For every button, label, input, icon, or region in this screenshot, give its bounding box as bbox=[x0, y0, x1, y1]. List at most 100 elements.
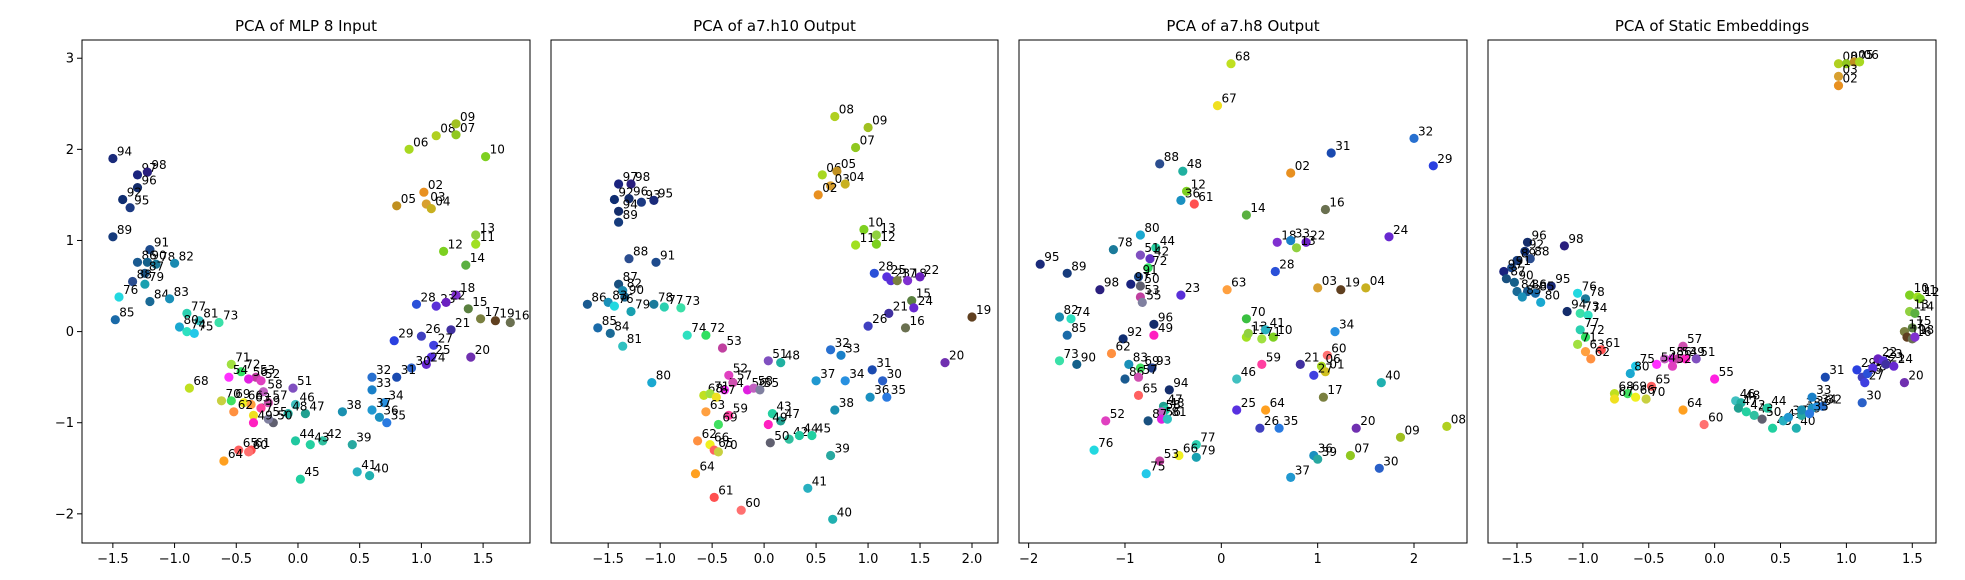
scatter-point bbox=[165, 294, 175, 304]
point-label: 83 bbox=[1133, 350, 1148, 364]
scatter-point bbox=[724, 410, 734, 420]
point-label: 98 bbox=[635, 170, 650, 184]
point-label: 66 bbox=[248, 389, 263, 403]
point-label: 74 bbox=[1592, 301, 1607, 315]
point-label: 10 bbox=[490, 143, 505, 157]
scatter-point bbox=[1580, 294, 1591, 304]
point-label: 87 bbox=[1510, 265, 1525, 279]
point-label: 40 bbox=[1385, 369, 1400, 383]
point-label: 88 bbox=[1534, 245, 1549, 259]
scatter-point bbox=[909, 303, 919, 313]
scatter-point bbox=[636, 197, 647, 207]
scatter-point bbox=[828, 514, 838, 524]
scatter-point bbox=[1143, 263, 1153, 273]
point-label: 62 bbox=[1595, 345, 1610, 359]
point-label: 80 bbox=[656, 369, 671, 383]
scatter-point bbox=[189, 328, 199, 338]
point-label: 23 bbox=[1887, 347, 1902, 361]
scatter-point bbox=[1361, 283, 1371, 293]
point-label: 63 bbox=[710, 398, 725, 412]
scatter-point bbox=[110, 315, 120, 325]
scatter-point bbox=[1573, 288, 1583, 298]
point-label: 33 bbox=[845, 341, 860, 355]
scatter-point bbox=[884, 308, 894, 318]
point-label: 94 bbox=[117, 145, 132, 159]
point-label: 46 bbox=[300, 391, 315, 405]
scatter-point bbox=[182, 327, 192, 337]
scatter-point bbox=[1522, 237, 1533, 247]
scatter-point bbox=[1818, 401, 1828, 411]
scatter-point bbox=[431, 301, 441, 311]
scatter-point bbox=[1291, 243, 1302, 253]
scatter-point bbox=[1330, 327, 1340, 337]
point-label: 16 bbox=[1329, 196, 1344, 210]
point-label: 04 bbox=[1370, 274, 1385, 288]
point-label: 96 bbox=[633, 185, 648, 199]
scatter-point bbox=[1035, 259, 1045, 269]
point-label: 64 bbox=[1687, 396, 1702, 410]
scatter-point bbox=[851, 142, 861, 153]
point-label: 90 bbox=[151, 248, 166, 262]
scatter-point bbox=[439, 246, 449, 256]
scatter-point bbox=[863, 122, 873, 133]
scatter-point bbox=[609, 301, 620, 311]
point-label: 72 bbox=[1152, 254, 1167, 268]
x-tick-label: −2 bbox=[1019, 552, 1038, 567]
scatter-point bbox=[593, 323, 603, 333]
point-label: 91 bbox=[660, 248, 675, 262]
scatter-point bbox=[1852, 365, 1862, 375]
point-label: 19 bbox=[976, 303, 991, 317]
point-label: 69 bbox=[1632, 380, 1647, 394]
point-label: 12 bbox=[1191, 177, 1206, 191]
scatter-point bbox=[1135, 363, 1145, 373]
point-label: 78 bbox=[1117, 236, 1132, 250]
point-label: 20 bbox=[1908, 369, 1923, 383]
scatter-point bbox=[618, 341, 628, 351]
scatter-point bbox=[1710, 374, 1720, 384]
x-tick-label: −1.5 bbox=[592, 552, 624, 567]
point-label: 87 bbox=[149, 259, 164, 273]
point-label: 11 bbox=[480, 230, 495, 244]
scatter-point bbox=[871, 239, 882, 249]
scatter-point bbox=[1326, 148, 1336, 158]
scatter-point bbox=[214, 317, 224, 328]
scatter-point bbox=[811, 376, 821, 386]
point-label: 32 bbox=[1827, 392, 1842, 406]
scatter-point bbox=[1286, 235, 1296, 246]
scatter-point bbox=[244, 447, 254, 457]
scatter-point bbox=[1318, 392, 1328, 402]
point-label: 27 bbox=[1869, 369, 1884, 383]
scatter-point bbox=[476, 314, 486, 324]
scatter-point bbox=[1241, 314, 1251, 324]
point-label: 59 bbox=[733, 401, 748, 415]
scatter-point bbox=[1062, 330, 1072, 340]
point-label: 11 bbox=[860, 231, 875, 245]
scatter-point bbox=[1191, 452, 1201, 462]
scatter-point bbox=[1910, 332, 1920, 342]
point-label: 57 bbox=[737, 369, 752, 383]
point-label: 52 bbox=[265, 367, 280, 381]
scatter-point bbox=[295, 474, 305, 484]
point-label: 96 bbox=[142, 174, 157, 188]
point-label: 13 bbox=[880, 221, 895, 235]
scatter-point bbox=[776, 416, 786, 426]
point-label: 79 bbox=[635, 298, 650, 312]
point-label: 22 bbox=[1882, 345, 1897, 359]
scatter-point bbox=[626, 306, 636, 317]
scatter-point bbox=[1066, 314, 1076, 324]
scatter-point bbox=[614, 217, 624, 227]
point-label: 85 bbox=[1071, 321, 1086, 335]
scatter-point bbox=[765, 438, 775, 448]
scatter-point bbox=[1536, 297, 1546, 307]
point-label: 45 bbox=[304, 465, 319, 479]
scatter-point bbox=[108, 232, 118, 242]
scatter-point bbox=[1562, 306, 1572, 317]
point-label: 88 bbox=[137, 268, 152, 282]
scatter-point bbox=[1054, 312, 1065, 322]
point-label: 79 bbox=[149, 270, 164, 284]
scatter-point bbox=[1833, 81, 1844, 91]
scatter-point bbox=[1691, 354, 1701, 364]
scatter-point bbox=[337, 407, 347, 417]
point-label: 36 bbox=[1185, 186, 1200, 200]
